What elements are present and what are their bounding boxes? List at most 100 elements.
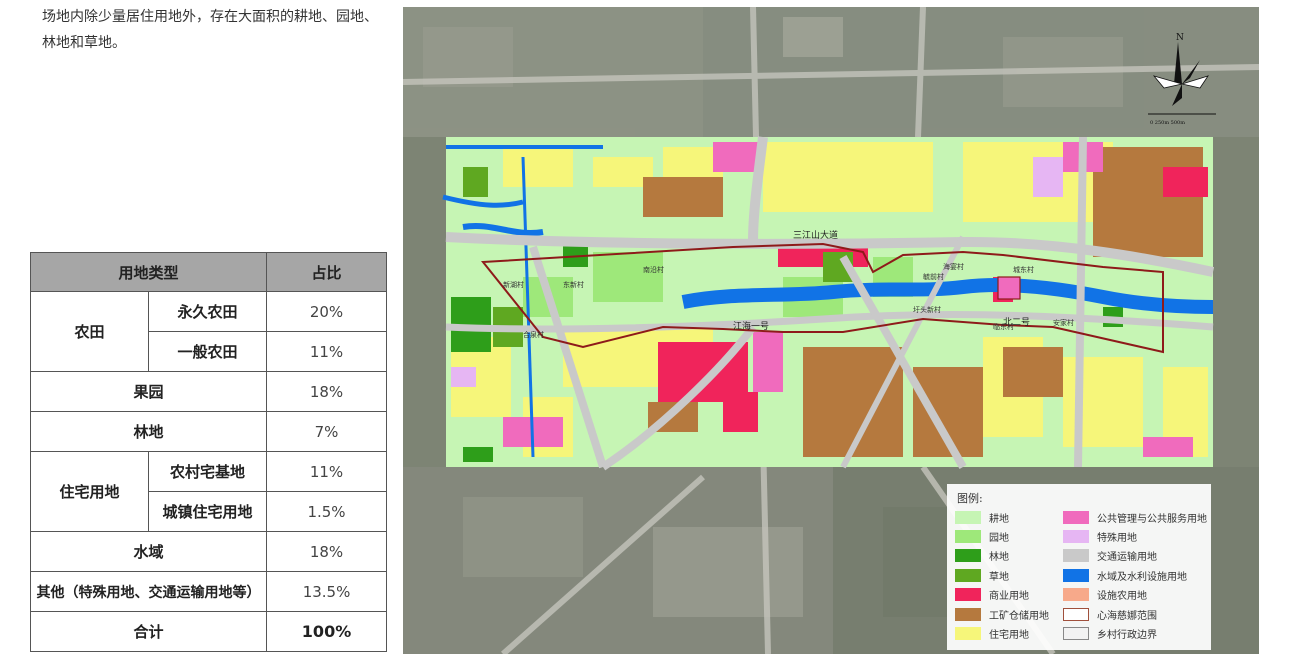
table-row: 林地 7%: [29, 411, 388, 452]
sub-permanent-farmland: 永久农田: [147, 291, 268, 332]
intro-text: 场地内除少量居住用地外，存在大面积的耕地、园地、 林地和草地。: [42, 4, 402, 56]
legend-label: 住宅用地: [989, 629, 1029, 641]
legend-label: 心海慈娜范围: [1097, 610, 1157, 622]
legend-swatch: [1063, 568, 1089, 582]
table-row: 农田 永久农田 20%: [30, 291, 388, 372]
legend-item: 交通运输用地: [1063, 547, 1157, 565]
legend-swatch: [955, 529, 981, 543]
legend-label: 耕地: [989, 513, 1009, 525]
pct-general-farmland: 11%: [266, 331, 388, 372]
water-bodies: [442, 145, 1214, 458]
legend-item: 住宅用地: [955, 624, 1029, 642]
village-label: 东新村: [563, 280, 584, 289]
north-arrow-icon: [1174, 42, 1182, 84]
table-row: 其他（特殊用地、交通运输用地等） 13.5%: [29, 571, 388, 612]
legend-item: 水域及水利设施用地: [1063, 566, 1187, 584]
village-label: 临东村: [993, 322, 1014, 331]
map-roads: [445, 136, 1215, 471]
pct-orchard: 18%: [266, 371, 388, 412]
legend-item: 林地: [955, 547, 1009, 565]
legend-swatch: [1063, 510, 1089, 524]
legend-item: 心海慈娜范围: [1063, 605, 1157, 623]
boundary-marker: [997, 276, 1021, 300]
land-use-zone: 三江山大道 江海一号 北二号 新湖村 南沿村 东新村 合泉村 毓前村 圩头新村 …: [442, 136, 1215, 471]
legend-swatch: [1063, 549, 1089, 563]
north-arrow: N 0 250m 500m: [1142, 30, 1222, 126]
village-label: 南沿村: [643, 265, 664, 274]
road-label: 北二号: [1003, 317, 1030, 328]
legend-label: 水域及水利设施用地: [1097, 571, 1187, 583]
category-water: 水域: [29, 531, 268, 572]
legend-label: 特殊用地: [1097, 532, 1137, 544]
scale-label: 0 250m 500m: [1150, 120, 1185, 126]
table-row: 城镇住宅用地 1.5%: [31, 491, 388, 532]
legend-item: 乡村行政边界: [1063, 624, 1157, 642]
legend-item: 商业用地: [955, 586, 1029, 604]
road-label: 江海一号: [733, 320, 769, 332]
header-land-type: 用地类型: [29, 252, 268, 292]
village-label: 圩头新村: [913, 305, 941, 314]
legend-swatch: [1063, 529, 1089, 543]
pct-forest: 7%: [266, 411, 388, 452]
legend-label: 公共管理与公共服务用地: [1097, 513, 1207, 525]
sub-rural-homestead: 农村宅基地: [147, 451, 268, 492]
legend-item: 园地: [955, 527, 1009, 545]
legend-swatch: [955, 588, 981, 602]
sub-urban-residential: 城镇住宅用地: [147, 491, 268, 532]
map-legend: 图例: 耕地园地林地草地商业用地工矿仓储用地 住宅用地 公共管理与公共服务用地 特殊用…: [947, 484, 1211, 650]
table-row: 果园 18%: [29, 371, 388, 412]
legend-title: 图例:: [957, 492, 983, 505]
north-label: N: [1176, 33, 1184, 43]
legend-item: 公共管理与公共服务用地: [1063, 508, 1207, 526]
pct-urban-residential: 1.5%: [266, 491, 388, 532]
pct-rural-homestead: 11%: [266, 451, 388, 492]
category-forest: 林地: [29, 411, 268, 452]
category-residential: 住宅用地: [30, 451, 149, 532]
legend-label: 园地: [989, 532, 1009, 544]
table-row: 水域 18%: [29, 531, 388, 572]
land-use-table: 用地类型 占比 农田 永久农田 20% 一般农田 11% 果园 18% 林地 7…: [29, 252, 388, 652]
village-label: 城东村: [1013, 265, 1034, 274]
legend-label: 商业用地: [989, 591, 1029, 603]
legend-item: 耕地: [955, 508, 1009, 526]
village-label: 合泉村: [523, 330, 544, 339]
category-total: 合计: [29, 611, 268, 652]
table-row: 一般农田 11%: [31, 331, 388, 372]
pct-permanent-farmland: 20%: [266, 291, 388, 332]
legend-item: 设施农用地: [1063, 586, 1147, 604]
intro-line-2: 林地和草地。: [42, 35, 126, 51]
header-ratio: 占比: [266, 252, 388, 292]
table-row: 住宅用地 农村宅基地 11%: [30, 451, 388, 532]
legend-swatch: [955, 626, 981, 640]
legend-item: 工矿仓储用地: [955, 605, 1049, 623]
legend-swatch: [1063, 607, 1089, 621]
pct-water: 18%: [266, 531, 388, 572]
legend-item: 特殊用地: [1063, 527, 1137, 545]
legend-label: 草地: [989, 571, 1009, 583]
legend-label: 林地: [989, 552, 1009, 564]
legend-item: 草地: [955, 566, 1009, 584]
village-label: 海宴村: [943, 262, 964, 271]
legend-swatch: [955, 510, 981, 524]
table-total-row: 合计 100%: [29, 611, 388, 652]
sub-general-farmland: 一般农田: [147, 331, 268, 372]
legend-swatch: [955, 607, 981, 621]
legend-label: 交通运输用地: [1097, 552, 1157, 564]
category-orchard: 果园: [29, 371, 268, 412]
legend-label: 设施农用地: [1097, 591, 1147, 603]
legend-swatch: [1063, 588, 1089, 602]
legend-label: 工矿仓储用地: [989, 610, 1049, 622]
legend-swatch: [955, 549, 981, 563]
legend-swatch: [1063, 626, 1089, 640]
intro-line-1: 场地内除少量居住用地外，存在大面积的耕地、园地、: [42, 9, 378, 25]
table-header-row: 用地类型 占比: [29, 252, 388, 292]
road-label: 三江山大道: [793, 229, 838, 241]
site-boundary: [481, 242, 1164, 354]
village-label: 安家村: [1053, 318, 1074, 327]
village-label: 毓前村: [923, 272, 944, 281]
category-other: 其他（特殊用地、交通运输用地等）: [29, 571, 268, 612]
pct-other: 13.5%: [266, 571, 388, 612]
category-farmland: 农田: [30, 291, 149, 372]
pct-total: 100%: [266, 611, 388, 652]
legend-label: 乡村行政边界: [1097, 629, 1157, 641]
